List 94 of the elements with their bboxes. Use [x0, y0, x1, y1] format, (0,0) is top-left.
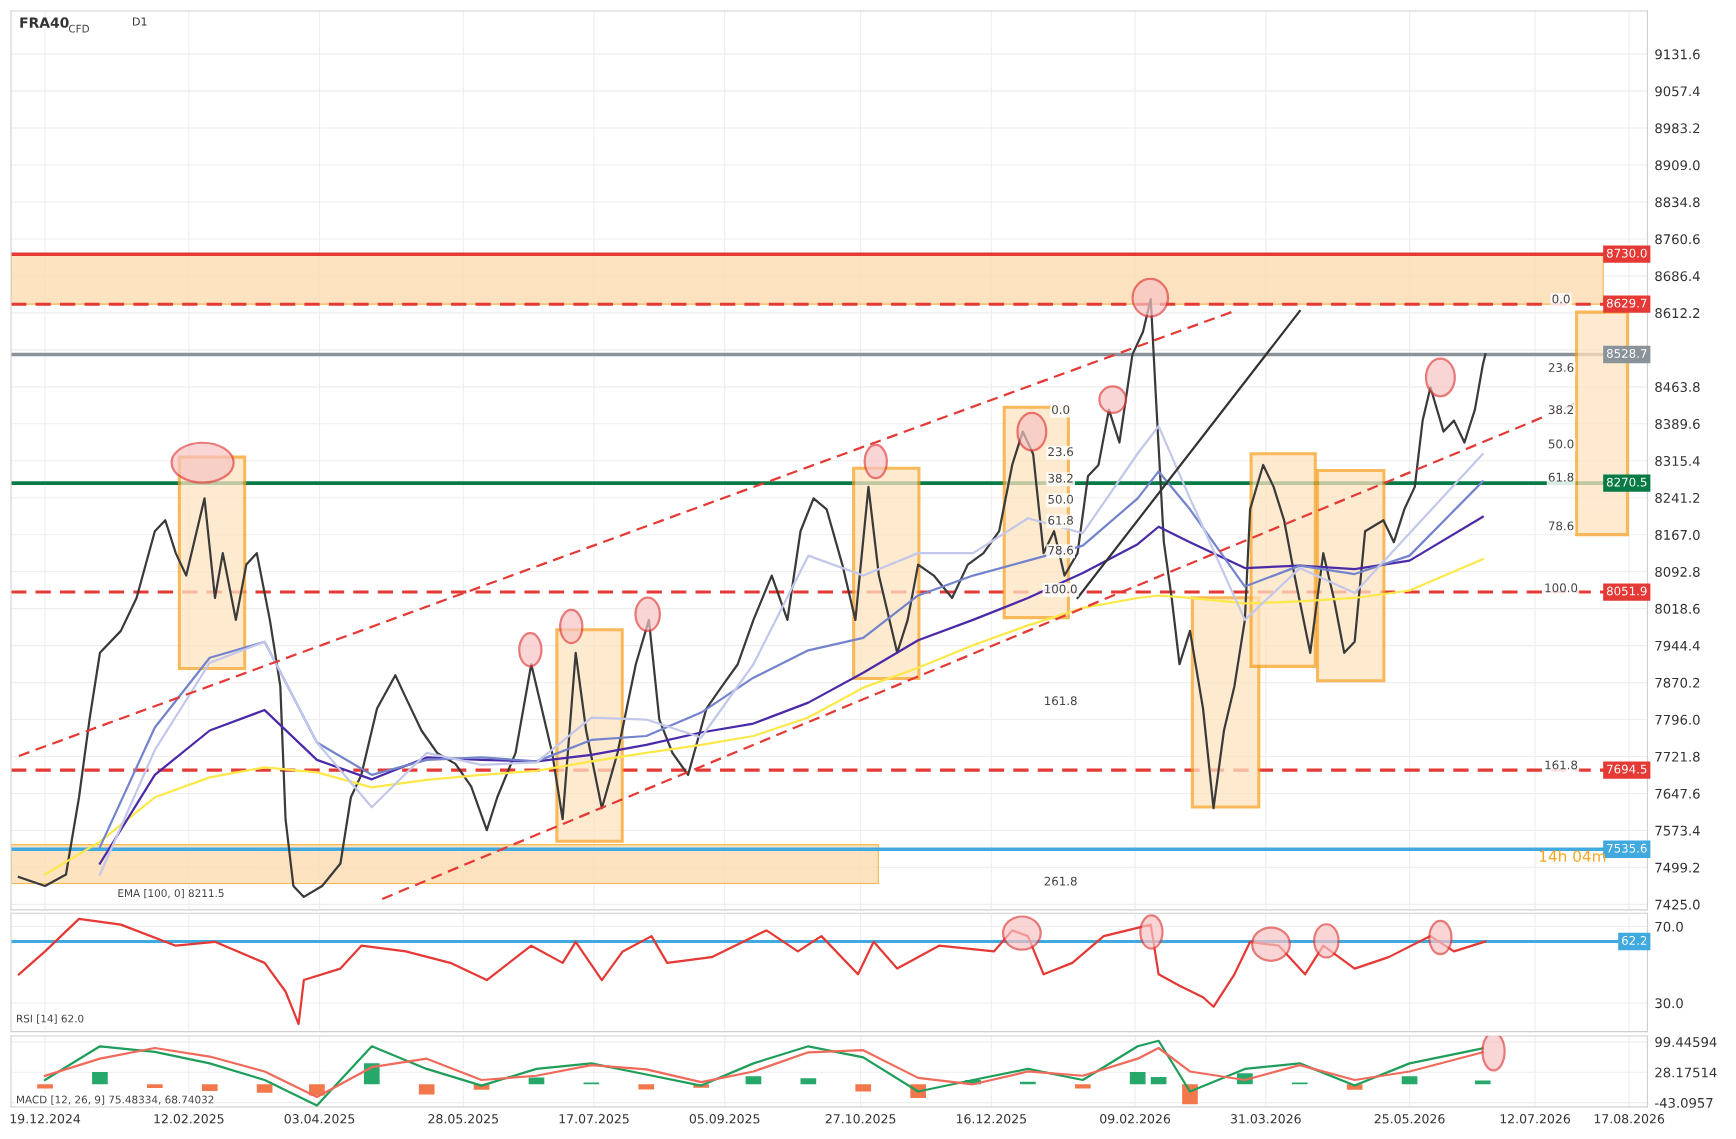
annotation: 61.8: [1548, 472, 1574, 482]
bar: [638, 1084, 655, 1090]
line-series: [98, 424, 1484, 876]
x-tick-label: 19.12.2024: [10, 1114, 81, 1124]
bar: [147, 1084, 163, 1089]
y-tick-label: 7796.0: [1655, 714, 1700, 725]
y-tick-label: 8167.0: [1655, 529, 1700, 540]
bar: [855, 1084, 872, 1092]
x-tick-label: 28.05.2025: [428, 1114, 498, 1124]
bar: [37, 1084, 53, 1089]
x-tick-label: 27.10.2025: [825, 1114, 896, 1124]
x-tick-label: 25.05.2026: [1374, 1114, 1445, 1124]
x-tick-label: 05.09.2025: [689, 1114, 760, 1124]
bar: [1401, 1076, 1418, 1085]
y-tick-label: 28.17514: [1655, 1067, 1717, 1078]
ref-line-label: 8730.0: [1606, 248, 1647, 258]
x-tick-label: 03.04.2025: [284, 1114, 355, 1124]
annotation: 261.8: [1044, 876, 1077, 886]
x-tick-label: 16.12.2025: [956, 1114, 1027, 1124]
y-tick-label: 8834.8: [1655, 197, 1700, 208]
line-series: [98, 515, 1484, 865]
x-tick-label: 17.08.2026: [1594, 1114, 1665, 1124]
bar: [1129, 1071, 1146, 1085]
annotation: 50.0: [1048, 494, 1073, 504]
annotation: 38.2: [1048, 473, 1073, 483]
ref-line-label: 7535.6: [1607, 843, 1647, 853]
y-tick-label: 99.44594: [1655, 1037, 1717, 1048]
y-tick-label: 9131.6: [1655, 49, 1700, 60]
y-tick-label: 30.0: [1655, 998, 1683, 1009]
annotation: 78.6: [1548, 521, 1574, 531]
annotation: 50.0: [1548, 439, 1574, 449]
chart-subtitle: D1: [133, 17, 147, 26]
ref-line-label: 62.2: [1621, 935, 1647, 945]
annotation: 38.2: [1548, 405, 1574, 415]
y-tick-label: 8092.8: [1655, 566, 1700, 577]
y-tick-label: 7499.2: [1655, 862, 1700, 873]
ref-line-label: 8629.7: [1606, 298, 1647, 308]
annotation: 23.6: [1548, 363, 1574, 373]
y-tick-label: 8686.4: [1655, 271, 1700, 282]
y-tick-label: 8463.8: [1655, 382, 1700, 393]
x-tick-label: 12.07.2026: [1500, 1114, 1571, 1124]
y-tick-label: 8612.2: [1655, 308, 1700, 319]
ref-line-label: 8528.7: [1606, 348, 1647, 358]
annotation: 0.0: [1052, 405, 1070, 415]
bar: [528, 1077, 545, 1085]
y-tick-label: 8909.0: [1655, 160, 1700, 171]
bar: [256, 1084, 273, 1093]
y-tick-label: 8389.6: [1655, 419, 1700, 429]
annotation: 61.8: [1048, 515, 1073, 525]
ref-line-label: 8270.5: [1606, 477, 1647, 487]
bar: [745, 1076, 762, 1085]
chart-title: FRA40: [20, 17, 69, 28]
bar: [418, 1084, 435, 1095]
annotation: 23.6: [1048, 447, 1074, 457]
y-tick-label: 8760.6: [1655, 234, 1700, 245]
annotation: 100.0: [1545, 583, 1578, 593]
annotation: CFD: [68, 24, 90, 33]
line-series: [43, 558, 1484, 876]
y-tick-label: 7721.8: [1655, 751, 1700, 762]
y-tick-label: 8315.4: [1655, 455, 1700, 466]
x-tick-label: 31.03.2026: [1230, 1114, 1301, 1124]
x-tick-label: 17.07.2025: [559, 1114, 629, 1124]
x-tick-label: 09.02.2026: [1100, 1114, 1171, 1124]
annotation: MACD [12, 26, 9] 75.48334, 68.74032: [17, 1095, 214, 1105]
annotation: EMA [100, 0] 8211.5: [118, 889, 224, 899]
y-tick-label: 8241.2: [1655, 492, 1700, 503]
annotation: 161.8: [1545, 760, 1578, 770]
bar: [1474, 1080, 1491, 1085]
annotation: 100.0: [1045, 584, 1077, 594]
y-tick-label: 8983.2: [1655, 123, 1700, 134]
bar: [1074, 1084, 1091, 1089]
annotation: 14h 04m: [1539, 850, 1606, 862]
ref-line-label: 7694.5: [1607, 764, 1647, 774]
y-tick-label: 70.0: [1655, 921, 1683, 932]
line-series: [17, 917, 1487, 1026]
bar: [800, 1078, 817, 1085]
y-tick-label: 7870.2: [1655, 677, 1700, 688]
annotation: 0.0: [1552, 294, 1570, 304]
bar: [201, 1084, 218, 1092]
annotation: RSI [14] 62.0: [17, 1014, 84, 1024]
line-series: [98, 470, 1484, 849]
bar: [1150, 1077, 1167, 1085]
y-tick-label: 7573.4: [1655, 825, 1700, 836]
y-tick-label: 9057.4: [1655, 86, 1700, 97]
annotation: 161.8: [1045, 696, 1077, 706]
y-tick-label: 7647.6: [1655, 788, 1700, 799]
annotation: 78.6: [1048, 545, 1074, 555]
y-tick-label: 7944.4: [1655, 640, 1700, 651]
ref-line-label: 8051.9: [1606, 586, 1647, 596]
y-tick-label: 7425.0: [1655, 899, 1700, 910]
y-tick-label: -43.0957: [1655, 1097, 1713, 1108]
y-tick-label: 8018.6: [1655, 603, 1700, 614]
x-tick-label: 12.02.2025: [154, 1114, 224, 1124]
bar: [92, 1071, 108, 1085]
